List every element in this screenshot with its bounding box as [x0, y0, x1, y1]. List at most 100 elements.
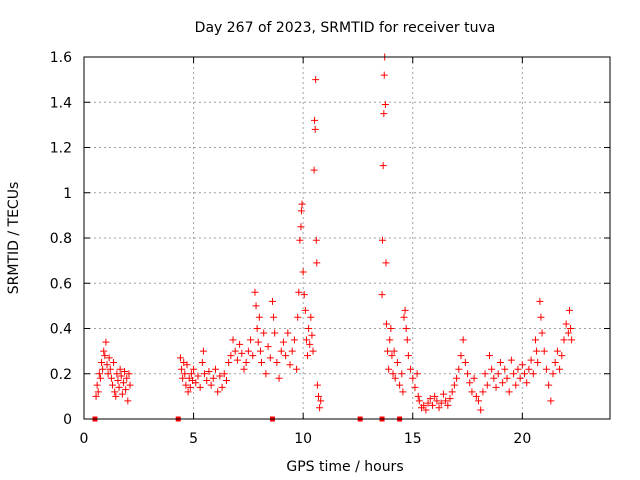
y-tick-label: 1.4 — [50, 95, 72, 111]
data-point — [488, 365, 496, 373]
data-point — [96, 374, 104, 382]
data-point — [190, 365, 198, 373]
x-tick-label: 5 — [189, 431, 198, 447]
data-point — [209, 374, 217, 382]
data-point — [494, 370, 502, 378]
data-point — [534, 358, 542, 366]
data-point — [505, 388, 513, 396]
data-point — [107, 374, 115, 382]
plot-frame — [83, 56, 611, 420]
data-point — [435, 404, 443, 412]
data-point — [179, 374, 187, 382]
grid — [84, 57, 610, 419]
data-point — [300, 291, 308, 299]
data-point — [499, 379, 507, 387]
data-point — [387, 325, 395, 332]
data-point — [439, 390, 447, 398]
data-point — [312, 236, 320, 244]
data-point — [275, 374, 283, 382]
data-point — [415, 397, 423, 405]
data-point — [558, 352, 566, 360]
data-point — [214, 388, 222, 396]
data-point — [95, 370, 103, 378]
data-point — [521, 370, 529, 378]
data-points — [92, 53, 576, 414]
data-point — [399, 388, 407, 396]
data-point — [286, 361, 294, 369]
data-point — [108, 381, 116, 389]
data-point — [384, 347, 392, 355]
data-point — [222, 377, 230, 385]
data-point — [529, 370, 537, 378]
data-point — [404, 352, 412, 360]
data-point — [118, 390, 126, 398]
data-point — [304, 352, 312, 360]
data-point — [125, 370, 133, 378]
data-point — [201, 370, 209, 378]
data-point — [199, 347, 207, 355]
data-point — [531, 336, 539, 344]
data-point — [396, 381, 404, 389]
data-point — [540, 347, 548, 355]
data-point — [562, 320, 570, 328]
data-point — [99, 365, 107, 373]
data-point — [527, 356, 535, 364]
data-point — [266, 354, 274, 362]
data-point — [565, 306, 573, 314]
data-point — [176, 354, 184, 362]
data-point — [512, 381, 520, 389]
data-point — [388, 352, 396, 360]
data-point — [309, 347, 317, 355]
data-point — [233, 356, 241, 364]
data-point — [296, 236, 304, 244]
data-point — [207, 381, 215, 389]
data-point — [477, 406, 485, 414]
y-tick-label: 0.8 — [50, 231, 72, 247]
data-point — [316, 404, 324, 412]
data-point — [492, 383, 500, 391]
x-tick-label: 20 — [513, 431, 531, 447]
data-point — [382, 259, 390, 267]
data-point — [122, 386, 130, 394]
data-point — [311, 125, 319, 133]
data-point — [273, 358, 281, 366]
data-point — [297, 207, 305, 215]
data-point — [533, 347, 541, 355]
data-point — [115, 383, 123, 391]
data-point — [390, 347, 398, 355]
data-point — [378, 291, 386, 299]
data-point — [317, 397, 325, 405]
data-point — [536, 297, 544, 305]
data-point — [525, 365, 533, 373]
data-point — [466, 379, 474, 387]
data-point — [413, 370, 421, 378]
data-point — [312, 76, 320, 84]
data-point — [100, 347, 108, 355]
data-point — [444, 401, 452, 409]
data-point — [255, 313, 263, 321]
data-point — [290, 336, 298, 344]
data-point — [194, 372, 202, 380]
y-tick-label: 1.6 — [50, 50, 72, 66]
data-point — [184, 388, 192, 396]
data-point — [288, 347, 296, 355]
data-point — [306, 340, 314, 348]
data-point — [117, 372, 125, 380]
data-point — [268, 297, 276, 305]
data-point — [428, 401, 436, 409]
data-point — [297, 223, 305, 231]
data-point — [420, 401, 428, 409]
data-point — [391, 374, 399, 382]
data-point — [187, 370, 195, 378]
data-point — [183, 361, 191, 369]
data-point — [516, 374, 524, 382]
data-point — [244, 347, 252, 355]
data-point — [485, 352, 493, 360]
data-point — [556, 365, 564, 373]
data-point — [568, 336, 576, 344]
data-point — [216, 372, 224, 380]
data-point — [116, 365, 124, 373]
data-point — [468, 388, 476, 396]
data-point — [198, 358, 206, 366]
data-point — [307, 313, 315, 321]
